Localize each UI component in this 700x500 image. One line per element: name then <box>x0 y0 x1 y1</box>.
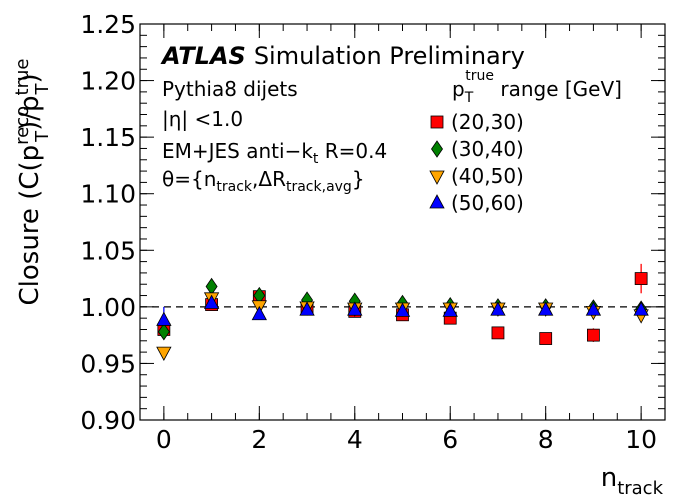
data-markers <box>156 272 649 361</box>
x-tick-label: 2 <box>251 425 267 454</box>
x-tick-label: 10 <box>625 425 657 454</box>
data-point <box>394 302 411 317</box>
legend-label: (20,30) <box>451 110 524 134</box>
y-axis-title: Closure (C(precoT)/ptrueT) <box>12 58 53 305</box>
x-tick-label: 0 <box>156 425 172 454</box>
legend-marker <box>429 170 445 185</box>
y-tick-label: 1.00 <box>80 293 136 322</box>
y-tick-label: 1.05 <box>80 236 136 265</box>
y-tick-label: 0.95 <box>80 349 136 378</box>
data-point <box>156 346 172 361</box>
tick-labels: 0.90 0.95 1.00 1.05 1.10 1.15 1.20 1.25 0 2 4 6 8 10 <box>80 10 657 454</box>
data-point <box>634 272 648 285</box>
legend: (20,30) (30,40) (40,50) (50,60) <box>429 110 524 215</box>
data-point <box>347 301 363 316</box>
data-point <box>491 326 505 340</box>
y-tick-label: 0.90 <box>80 406 136 435</box>
y-tick-label: 1.15 <box>80 123 136 152</box>
data-point <box>490 301 506 316</box>
data-point <box>587 328 600 342</box>
annotation-jet-algo: EM+JES anti−kt R=0.4 <box>162 139 387 167</box>
y-tick-label: 1.20 <box>80 67 136 96</box>
x-tick-label: 8 <box>538 425 554 454</box>
data-point <box>299 301 315 316</box>
data-point <box>538 301 554 316</box>
legend-label: (50,60) <box>451 191 524 215</box>
x-tick-label: 4 <box>347 425 363 454</box>
annotation-generator: Pythia8 dijets <box>162 77 298 101</box>
legend-title: pTtrue range [GeV] <box>452 68 622 106</box>
data-point <box>205 277 218 296</box>
annotation-theta: θ={ntrack,ΔRtrack,avg} <box>162 167 365 195</box>
annotation-eta: |η| <1.0 <box>162 107 243 131</box>
legend-marker <box>431 140 443 158</box>
y-tick-label: 1.10 <box>80 180 136 209</box>
legend-marker <box>430 115 444 129</box>
data-point <box>203 294 220 309</box>
data-point <box>442 302 458 317</box>
data-point <box>157 323 170 341</box>
data-point <box>156 311 172 326</box>
data-point <box>585 301 602 316</box>
x-axis-title: ntrack <box>601 463 664 499</box>
data-point <box>539 332 553 345</box>
legend-label: (30,40) <box>451 137 524 161</box>
data-point <box>251 305 267 321</box>
legend-marker <box>429 194 445 209</box>
data-point <box>633 301 649 316</box>
legend-label: (40,50) <box>451 164 524 188</box>
y-tick-label: 1.25 <box>80 10 136 39</box>
axis-ticks <box>139 23 666 421</box>
x-tick-label: 6 <box>442 425 458 454</box>
atlas-label: ATLAS Simulation Preliminary <box>160 42 525 70</box>
